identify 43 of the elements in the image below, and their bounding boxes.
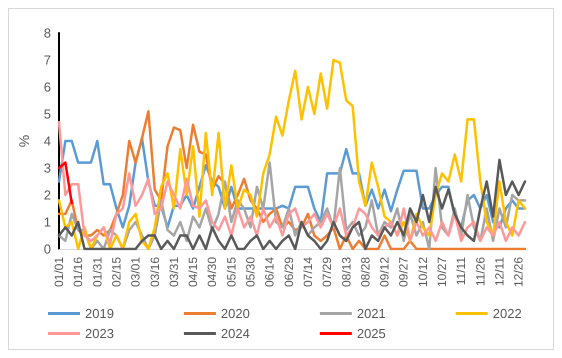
x-tick-label: 09/12 xyxy=(378,256,392,288)
x-tick-label: 04/15 xyxy=(186,256,200,288)
x-tick-label: 10/27 xyxy=(435,256,450,288)
legend-label: 2020 xyxy=(220,306,250,321)
x-tick-label: 08/13 xyxy=(339,256,354,288)
y-tick-label: 1 xyxy=(44,214,51,230)
legend-label: 2024 xyxy=(220,326,250,341)
x-tick-label: 01/16 xyxy=(71,256,86,288)
x-tick-label: 02/15 xyxy=(109,256,124,288)
x-tick-label: 01/31 xyxy=(90,256,104,288)
x-tick-label: 01/01 xyxy=(52,256,66,288)
y-tick-label: 3 xyxy=(44,160,51,176)
x-tick-label: 10/12 xyxy=(416,256,430,288)
x-tick-label: 04/30 xyxy=(205,256,220,288)
x-tick-label: 05/30 xyxy=(244,256,258,288)
x-tick-label: 11/11 xyxy=(454,256,468,286)
x-tick-label: 12/11 xyxy=(492,256,506,286)
x-tick-label: 03/16 xyxy=(148,256,162,288)
x-tick-label: 06/14 xyxy=(262,256,277,288)
x-tick-label: 05/15 xyxy=(224,256,238,288)
x-tick-label: 11/26 xyxy=(473,256,488,286)
y-tick-label: 8 xyxy=(44,26,51,40)
legend-label: 2021 xyxy=(356,306,386,321)
y-tick-label: 4 xyxy=(44,134,51,148)
legend-label: 2025 xyxy=(356,326,386,341)
y-tick-label: 5 xyxy=(44,106,51,122)
legend-label: 2022 xyxy=(492,306,522,321)
y-axis-title: % xyxy=(16,134,32,148)
y-tick-label: 0 xyxy=(44,242,51,256)
line-series xyxy=(58,58,526,250)
y-tick-label: 6 xyxy=(44,80,51,94)
x-tick-label: 08/28 xyxy=(358,256,372,288)
x-tick-label: 09/27 xyxy=(396,256,411,288)
legend-label: 2023 xyxy=(85,326,114,341)
x-tick-label: 12/26 xyxy=(512,256,526,288)
y-tick-label: 7 xyxy=(44,52,51,68)
y-tick-label: 2 xyxy=(44,188,51,202)
x-tick-label: 07/29 xyxy=(320,256,334,288)
legend-label: 2019 xyxy=(85,306,114,321)
x-tick-label: 06/29 xyxy=(282,256,296,288)
x-tick-label: 03/01 xyxy=(128,256,143,288)
x-tick-label: 07/14 xyxy=(300,256,315,288)
x-tick-label: 03/31 xyxy=(166,256,181,288)
